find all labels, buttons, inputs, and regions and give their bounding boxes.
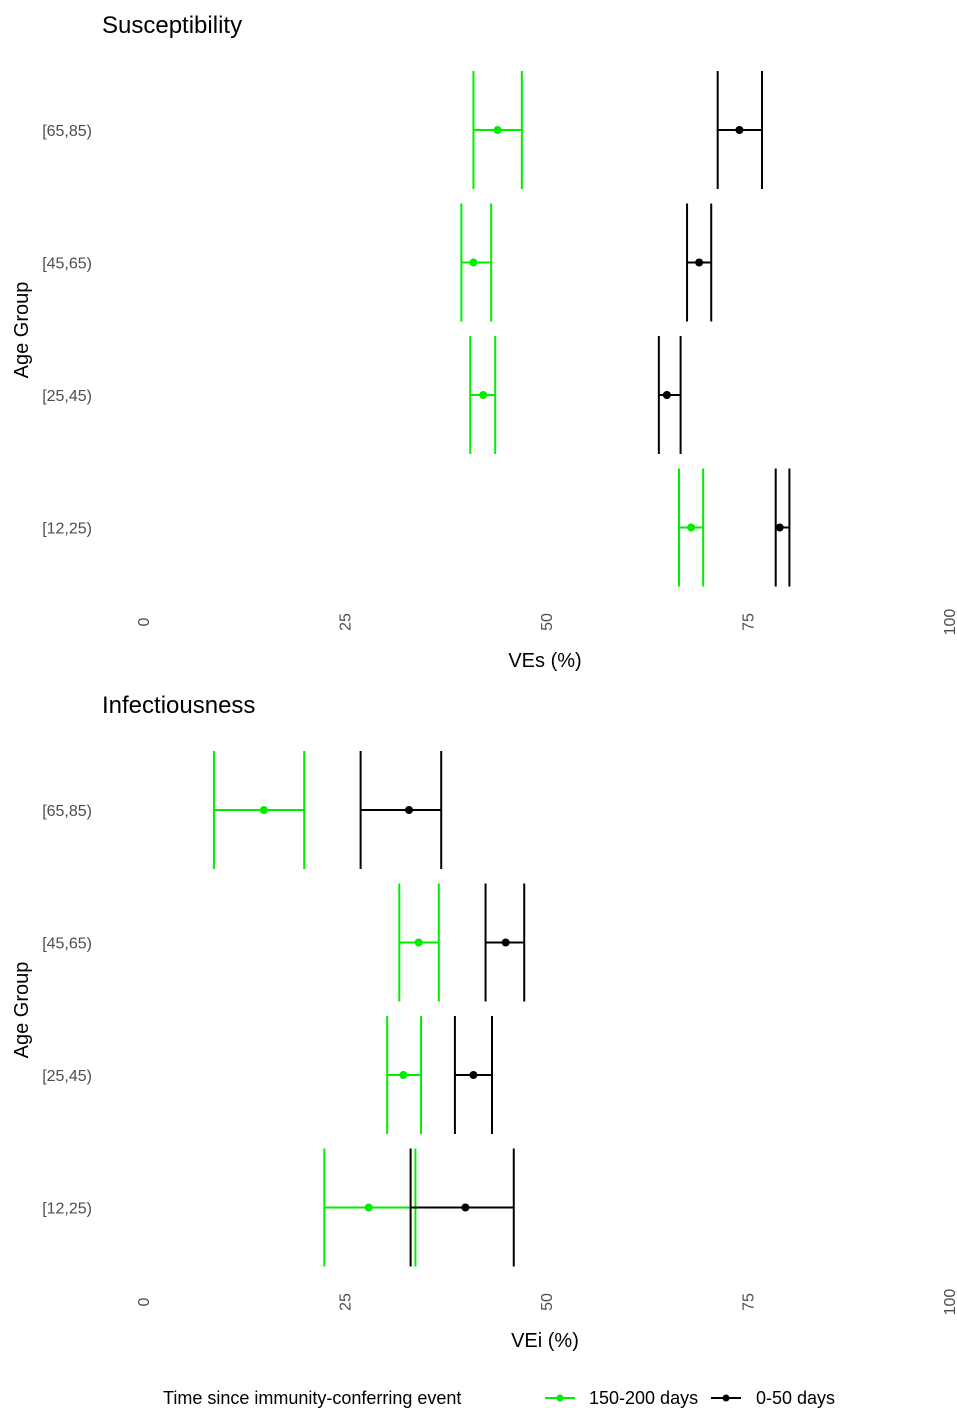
panel-infectiousness: Infectiousness Age Group VEi (%) [65,85)… bbox=[11, 692, 957, 1352]
x-tick-labels: 0 25 50 75 100 bbox=[136, 609, 957, 636]
error-bar bbox=[484, 883, 526, 1002]
error-bar bbox=[398, 883, 440, 1002]
legend-title: Time since immunity-conferring event bbox=[163, 1388, 461, 1408]
x-tick-label: 0 bbox=[136, 1297, 153, 1306]
error-bar bbox=[657, 336, 682, 454]
y-tick-label: [25,45) bbox=[42, 388, 92, 405]
x-tick-label: 50 bbox=[539, 1293, 556, 1311]
data-point bbox=[414, 938, 423, 947]
y-tick-label: [45,65) bbox=[42, 256, 92, 273]
x-tick-label: 25 bbox=[338, 613, 355, 631]
error-bar bbox=[774, 468, 791, 587]
legend-entry-0-50-days: 0-50 days bbox=[711, 1388, 835, 1408]
x-tick-label: 25 bbox=[338, 1293, 355, 1311]
data-point bbox=[399, 1071, 408, 1079]
x-tick-label: 100 bbox=[942, 609, 957, 636]
data-point bbox=[687, 523, 696, 532]
y-axis-title: Age Group bbox=[11, 962, 33, 1059]
x-tick-label: 50 bbox=[539, 613, 556, 631]
legend-label: 0-50 days bbox=[756, 1388, 835, 1408]
data-point bbox=[501, 938, 510, 947]
data-point bbox=[259, 806, 268, 814]
y-tick-label: [12,25) bbox=[42, 521, 92, 538]
x-axis-title: VEi (%) bbox=[511, 1330, 579, 1352]
plot-area bbox=[460, 71, 791, 587]
error-bar bbox=[677, 468, 705, 587]
error-bar bbox=[453, 1016, 493, 1134]
legend-key-point bbox=[556, 1394, 564, 1402]
y-tick-label: [12,25) bbox=[42, 1201, 92, 1218]
x-tick-label: 0 bbox=[136, 617, 153, 626]
error-bar bbox=[460, 203, 493, 322]
data-point bbox=[695, 258, 704, 267]
plot-area bbox=[212, 751, 526, 1267]
error-bar bbox=[716, 71, 764, 189]
y-tick-labels: [65,85) [45,65) [25,45) [12,25) bbox=[42, 803, 92, 1218]
data-point bbox=[479, 391, 488, 399]
y-tick-label: [25,45) bbox=[42, 1068, 92, 1085]
data-point bbox=[775, 523, 784, 532]
x-tick-label: 100 bbox=[942, 1289, 957, 1316]
error-bar bbox=[386, 1016, 423, 1134]
x-tick-label: 75 bbox=[741, 1293, 758, 1311]
x-axis-title: VEs (%) bbox=[508, 650, 581, 672]
data-point bbox=[469, 1071, 478, 1079]
panel-title: Susceptibility bbox=[102, 12, 242, 39]
data-point bbox=[735, 126, 744, 134]
legend-key-point bbox=[722, 1394, 730, 1402]
data-point bbox=[404, 806, 413, 814]
error-bar bbox=[323, 1148, 417, 1267]
error-bar bbox=[686, 203, 713, 322]
x-tick-label: 75 bbox=[741, 613, 758, 631]
y-tick-label: [65,85) bbox=[42, 123, 92, 140]
legend-entry-150-200-days: 150-200 days bbox=[545, 1388, 698, 1408]
panel-susceptibility: Susceptibility Age Group VEs (%) [65,85)… bbox=[11, 12, 957, 672]
data-point bbox=[662, 391, 671, 399]
y-tick-label: [65,85) bbox=[42, 803, 92, 820]
y-tick-label: [45,65) bbox=[42, 936, 92, 953]
legend-label: 150-200 days bbox=[589, 1388, 698, 1408]
data-point bbox=[364, 1203, 373, 1212]
x-tick-labels: 0 25 50 75 100 bbox=[136, 1289, 957, 1316]
y-tick-labels: [65,85) [45,65) [25,45) [12,25) bbox=[42, 123, 92, 538]
data-point bbox=[493, 126, 502, 134]
error-bar bbox=[409, 1148, 515, 1267]
data-point bbox=[461, 1203, 470, 1212]
data-point bbox=[469, 258, 478, 267]
y-axis-title: Age Group bbox=[11, 282, 33, 379]
error-bar bbox=[359, 751, 443, 869]
panel-title: Infectiousness bbox=[102, 692, 255, 719]
error-bar bbox=[472, 71, 523, 189]
error-bar bbox=[212, 751, 306, 869]
error-bar bbox=[469, 336, 497, 454]
legend: Time since immunity-conferring event 150… bbox=[163, 1388, 835, 1408]
